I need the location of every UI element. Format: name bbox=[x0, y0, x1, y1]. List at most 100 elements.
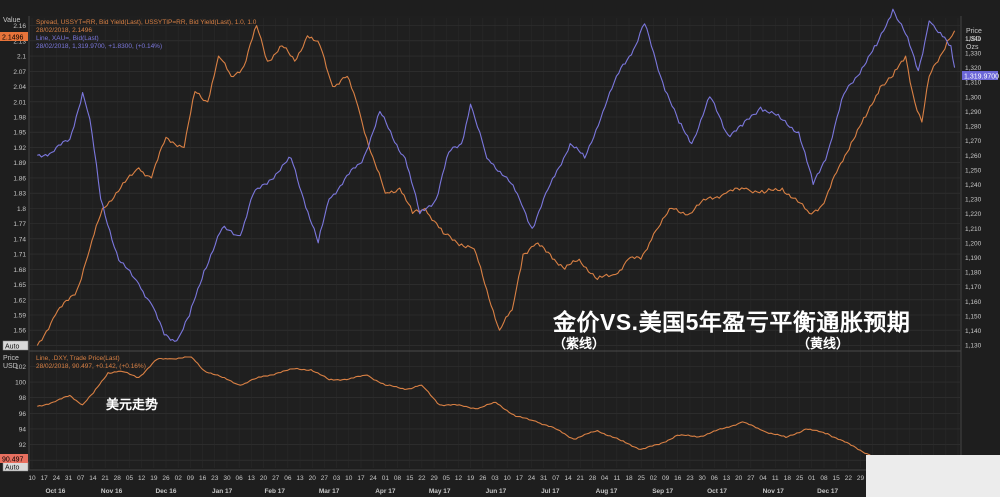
left-tick-label: 1.92 bbox=[13, 145, 26, 152]
left-tick-label: 2.13 bbox=[13, 38, 26, 45]
x-day-label: 30 bbox=[699, 475, 707, 482]
bottom-tick-label: 98 bbox=[19, 395, 27, 402]
right-unit-label-price: Price bbox=[966, 28, 982, 35]
right-tick-label: 1,130 bbox=[965, 343, 982, 350]
x-day-label: 31 bbox=[540, 475, 548, 482]
x-month-label: Dec 17 bbox=[817, 488, 838, 495]
x-day-label: 04 bbox=[601, 475, 609, 482]
x-day-label: 24 bbox=[53, 475, 61, 482]
legend-dxy-value: 28/02/2018, 90.497, +0.142, (+0.16%) bbox=[36, 363, 146, 370]
x-day-label: 21 bbox=[577, 475, 585, 482]
left-tick-label: 1.86 bbox=[13, 175, 26, 182]
right-tick-label: 1,330 bbox=[965, 51, 982, 58]
x-day-label: 07 bbox=[552, 475, 560, 482]
x-day-label: 12 bbox=[455, 475, 463, 482]
x-day-label: 26 bbox=[479, 475, 487, 482]
x-day-label: 12 bbox=[138, 475, 146, 482]
left-last-value: 2.1496 bbox=[2, 35, 24, 42]
legend-gold-name: Line, XAU=, Bid(Last) bbox=[36, 35, 99, 42]
x-day-label: 29 bbox=[857, 475, 865, 482]
x-day-label: 10 bbox=[345, 475, 353, 482]
x-day-label: 08 bbox=[394, 475, 402, 482]
dxy-index-line bbox=[37, 356, 955, 468]
x-day-label: 02 bbox=[650, 475, 658, 482]
x-day-label: 11 bbox=[613, 475, 620, 482]
x-day-label: 28 bbox=[114, 475, 122, 482]
left-tick-label: 2.07 bbox=[13, 69, 26, 76]
left-axis-ticks: 2.16 2.13 2.1 2.07 2.04 2.01 1.98 1.95 1.92 1.89 1… bbox=[13, 23, 26, 350]
x-day-label: 17 bbox=[516, 475, 524, 482]
x-day-label: 23 bbox=[211, 475, 219, 482]
right-axis-ticks: 1,340 1,330 1,320 1,310 1,300 1,290 1,280 1,270… bbox=[965, 36, 982, 350]
x-day-label: 29 bbox=[430, 475, 438, 482]
left-tick-label: 1.71 bbox=[13, 252, 26, 259]
x-day-label: 27 bbox=[747, 475, 755, 482]
left-tick-label: 1.74 bbox=[13, 236, 26, 243]
legend-gold-value: 28/02/2018, 1,319.9700, +1.8300, (+0.14%… bbox=[36, 43, 162, 50]
annotation-main-title: 金价VS.美国5年盈亏平衡通胀预期 bbox=[553, 309, 911, 335]
x-day-label: 04 bbox=[759, 475, 767, 482]
x-day-label: 10 bbox=[504, 475, 512, 482]
right-tick-label: 1,160 bbox=[965, 299, 982, 306]
x-day-label: 07 bbox=[77, 475, 85, 482]
left-tick-label: 1.68 bbox=[13, 267, 26, 274]
top-panel-series bbox=[36, 8, 956, 346]
top-legend: Spread, USSYT=RR, Bid Yield(Last), USSYT… bbox=[36, 19, 257, 50]
x-day-label: 27 bbox=[321, 475, 329, 482]
x-month-label: Oct 17 bbox=[707, 488, 727, 495]
x-day-label: 11 bbox=[772, 475, 779, 482]
vertical-grid bbox=[31, 18, 959, 468]
x-month-label: Feb 17 bbox=[264, 488, 285, 495]
left-tick-label: 1.77 bbox=[13, 221, 26, 228]
x-day-label: 25 bbox=[638, 475, 646, 482]
left-tick-label: 1.59 bbox=[13, 313, 26, 320]
x-day-label: 25 bbox=[796, 475, 804, 482]
x-day-label: 09 bbox=[662, 475, 670, 482]
bottom-tick-label: 96 bbox=[19, 411, 27, 418]
right-tick-label: 1,190 bbox=[965, 255, 982, 262]
left-tick-label: 1.95 bbox=[13, 130, 26, 137]
right-tick-label: 1,240 bbox=[965, 182, 982, 189]
x-day-label: 20 bbox=[309, 475, 317, 482]
left-tick-label: 1.8 bbox=[17, 206, 26, 213]
x-day-label: 31 bbox=[65, 475, 73, 482]
left-tick-label: 2.01 bbox=[13, 99, 26, 106]
bottom-unit-label-price: Price bbox=[3, 355, 19, 362]
left-tick-label: 2.04 bbox=[13, 84, 26, 91]
left-last-value-badge: 2.1496 bbox=[0, 32, 28, 42]
right-tick-label: 1,180 bbox=[965, 270, 982, 277]
left-tick-label: 1.65 bbox=[13, 282, 26, 289]
bottom-tick-label: 102 bbox=[15, 364, 26, 371]
top-auto-label: Auto bbox=[5, 344, 20, 351]
x-day-label: 19 bbox=[467, 475, 475, 482]
left-tick-label: 2.1 bbox=[17, 54, 26, 61]
legend-spread-value: 28/02/2018, 2.1496 bbox=[36, 27, 92, 34]
corner-patch bbox=[866, 455, 1000, 497]
annotation-usd-trend: 美元走势 bbox=[106, 397, 159, 412]
x-month-label: Aug 17 bbox=[596, 488, 618, 495]
breakeven-spread-line bbox=[36, 25, 956, 346]
x-day-label: 22 bbox=[418, 475, 426, 482]
x-day-label: 17 bbox=[41, 475, 49, 482]
x-day-label: 08 bbox=[820, 475, 828, 482]
bottom-auto-label: Auto bbox=[5, 465, 20, 472]
x-day-label: 10 bbox=[28, 475, 36, 482]
top-auto-button[interactable]: Auto bbox=[2, 340, 29, 351]
x-day-label: 03 bbox=[491, 475, 499, 482]
x-day-label: 28 bbox=[589, 475, 597, 482]
x-month-label: Jul 17 bbox=[541, 488, 560, 495]
left-tick-label: 1.89 bbox=[13, 160, 26, 167]
gold-price-line bbox=[37, 8, 956, 342]
left-tick-label: 1.83 bbox=[13, 191, 26, 198]
x-day-label: 18 bbox=[784, 475, 792, 482]
bottom-panel-axis-ticks: 1021009896949290 bbox=[15, 364, 26, 465]
right-last-value-badge: 1,319.9700 bbox=[962, 71, 999, 81]
x-month-label: Jun 17 bbox=[486, 488, 507, 495]
x-day-label: 05 bbox=[443, 475, 451, 482]
x-month-label: Dec 16 bbox=[155, 488, 176, 495]
left-tick-label: 1.98 bbox=[13, 115, 26, 122]
bottom-tick-label: 94 bbox=[19, 426, 27, 433]
x-day-label: 15 bbox=[406, 475, 414, 482]
